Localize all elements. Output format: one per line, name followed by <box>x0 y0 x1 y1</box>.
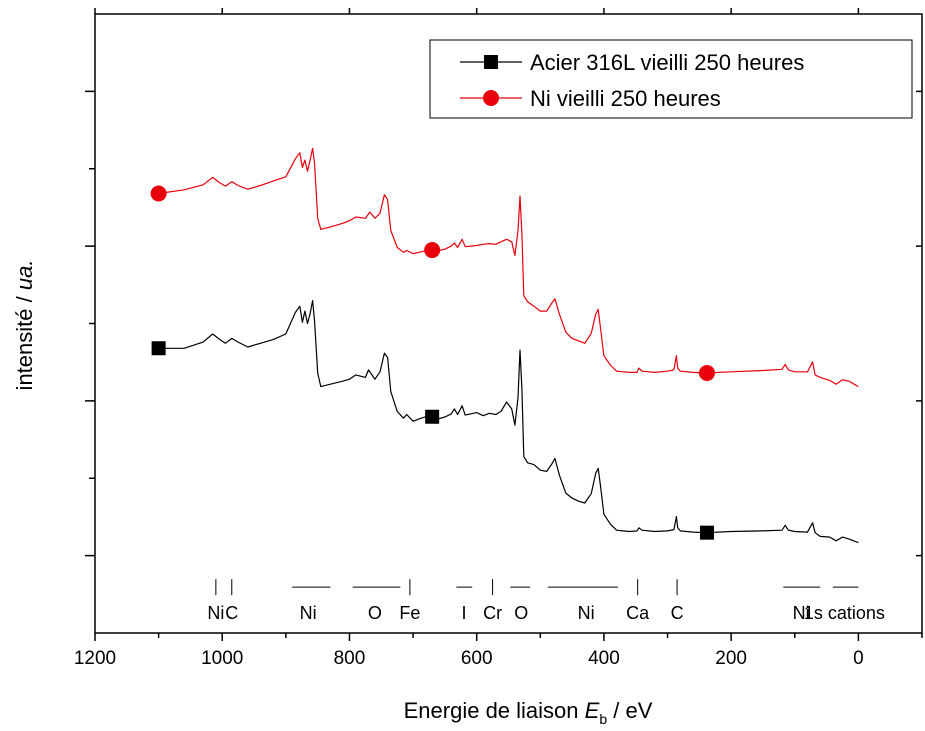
x-axis-title-suffix: / eV <box>607 698 653 723</box>
annotation-label-6: Cr <box>483 603 502 623</box>
x-axis-title-symbol: E <box>585 698 600 723</box>
y-axis-title: intensité / ua. <box>12 260 37 391</box>
annotation-label-3: O <box>368 603 382 623</box>
annotation-label-10: C <box>671 603 684 623</box>
legend-box <box>429 39 913 119</box>
annotation-label-8: Ni <box>578 603 595 623</box>
annotation-label-4: Fe <box>399 603 420 623</box>
annotation-label-12: 1s cations <box>804 603 885 623</box>
series-1-marker-0 <box>151 341 166 356</box>
x-tick-label-5: 200 <box>715 648 747 669</box>
x-tick-label-6: 0 <box>853 648 864 669</box>
x-axis-ticks: 1200 1000 800 600 400 200 0 <box>74 8 923 669</box>
x-axis-title: Energie de liaison Eb / eV <box>404 698 653 727</box>
x-tick-label-3: 600 <box>461 648 493 669</box>
legend-label-series-1: Acier 316L vieilli 250 heures <box>530 50 804 75</box>
x-tick-label-1: 1000 <box>201 648 243 669</box>
series-line-1 <box>158 300 859 544</box>
series-2-marker-1 <box>424 242 441 259</box>
series-2-marker-0 <box>150 185 167 202</box>
series-1-marker-2 <box>699 525 714 540</box>
x-axis-title-subscript: b <box>599 711 607 727</box>
annotation-label-9: Ca <box>626 603 650 623</box>
annotation-label-7: O <box>514 603 528 623</box>
legend-marker-circle <box>483 90 499 106</box>
legend-marker-square <box>484 55 498 69</box>
y-axis-title-italic: ua. <box>12 260 37 291</box>
x-tick-label-0: 1200 <box>74 648 116 669</box>
legend-label-series-2: Ni vieilli 250 heures <box>530 86 721 111</box>
annotation-label-0: Ni <box>207 603 224 623</box>
series-1-marker-1 <box>425 409 440 424</box>
x-tick-label-4: 400 <box>588 648 620 669</box>
annotation-label-2: Ni <box>300 603 317 623</box>
series-line-2 <box>158 147 859 388</box>
x-tick-label-2: 800 <box>334 648 366 669</box>
annotation-label-5: I <box>461 603 466 623</box>
y-axis-ticks <box>85 90 922 557</box>
y-axis-title-prefix: intensité / <box>12 290 37 390</box>
series-layer <box>150 147 859 544</box>
annotation-label-1: C <box>225 603 238 623</box>
series-2-marker-2 <box>698 364 715 381</box>
x-axis-title-prefix: Energie de liaison <box>404 698 585 723</box>
annotation-label-11: Ni <box>793 603 810 623</box>
legend: Acier 316L vieilli 250 heures Ni vieilli… <box>429 39 913 119</box>
